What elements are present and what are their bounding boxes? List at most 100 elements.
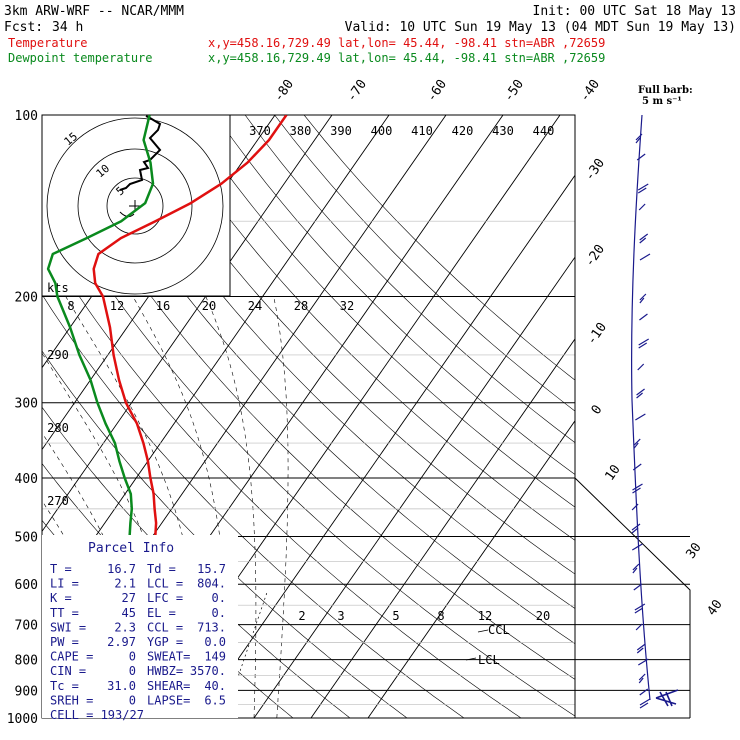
wind-barb [637, 363, 645, 371]
isotherm-label: -10 [584, 320, 610, 348]
isotherm-label: 10 [602, 462, 623, 483]
mixing-ratio-label: 2 [298, 609, 305, 623]
parcel-value: 0. [212, 606, 226, 620]
hodograph-ring [46, 117, 224, 295]
parcel-key: SWEAT= [147, 650, 190, 664]
wind-barb [636, 647, 644, 654]
parcel-value: 804. [197, 577, 226, 591]
mixing-ratio-label: 8 [437, 609, 444, 623]
wind-barb [634, 607, 644, 614]
plot-frame [41, 114, 576, 719]
wind-barb [639, 297, 645, 304]
wind-barb [632, 563, 640, 571]
isotherm-line [367, 420, 575, 718]
wind-barb [636, 392, 643, 399]
theta-left-label: 290 [47, 348, 69, 362]
parcel-value: 0 [129, 650, 136, 664]
moist-adiabat-line [205, 296, 257, 718]
isotherm-label: -40 [577, 77, 603, 105]
wind-barb [631, 543, 643, 551]
wind-barb [636, 388, 645, 396]
wind-barb [635, 137, 641, 144]
parcel-value: 0.0 [204, 635, 226, 649]
parcel-key: LAPSE= [147, 693, 190, 707]
parcel-key: Td = [147, 562, 176, 576]
isotherm-label: -60 [424, 77, 450, 105]
speed-axis-label: 12 [110, 299, 124, 313]
pressure-label: 1000 [7, 712, 38, 727]
wind-barb [635, 623, 643, 631]
wind-barb [632, 567, 638, 574]
pressure-label: 700 [15, 619, 38, 634]
parcel-value: 0 [129, 664, 136, 678]
wind-barb [637, 187, 647, 194]
frame-extension [574, 477, 691, 718]
parcel-value: 31.0 [107, 679, 136, 693]
pressure-label: 900 [15, 684, 38, 699]
isotherm-line [196, 174, 575, 718]
model-title: 3km ARW-WRF -- NCAR/MMM [4, 4, 184, 19]
forecast-label: Fcst: [4, 20, 43, 35]
temperature-location: x,y=458.16,729.49 lat,lon= 45.44, -98.41… [208, 36, 605, 50]
dewpoint-location: x,y=458.16,729.49 lat,lon= 45.44, -98.41… [208, 51, 605, 65]
speed-axis-label: 20 [202, 299, 216, 313]
hodograph-ring [77, 148, 193, 264]
parcel-key: T = [50, 562, 72, 576]
wind-barb [638, 673, 646, 681]
temperature-legend: Temperature [8, 36, 87, 50]
parcel-value: 149 [204, 650, 226, 664]
parcel-key: PW = [50, 635, 79, 649]
pressure-label: 200 [15, 291, 38, 306]
moist-adiabat-line [273, 296, 289, 718]
speed-axis-label: 16 [156, 299, 170, 313]
isotherm-line [310, 338, 575, 718]
wind-barb [632, 463, 642, 471]
dry-adiabat-line [303, 115, 575, 381]
dry-adiabat-line [215, 115, 575, 475]
parcel-value: 16.7 [107, 562, 136, 576]
wind-barb [639, 253, 651, 261]
theta-label: 410 [411, 124, 433, 138]
parcel-value: 6.5 [204, 693, 226, 707]
theta-label: 370 [249, 124, 271, 138]
parcel-value: 713. [197, 620, 226, 634]
ccl-pointer [477, 629, 489, 633]
parcel-key: LI = [50, 577, 79, 591]
wind-barb [633, 583, 643, 591]
wind-barb [638, 203, 646, 211]
wind-barb [631, 503, 639, 511]
init-time: Init: 00 UTC Sat 18 May 13 [533, 4, 737, 19]
parcel-value: 2.1 [114, 577, 136, 591]
mixing-ratio-label: 5 [392, 609, 399, 623]
parcel-key: CIN = [50, 664, 86, 678]
pressure-label: 300 [15, 397, 38, 412]
theta-left-label: 280 [47, 421, 69, 435]
parcel-key: CAPE = [50, 650, 93, 664]
isotherm-label: 40 [704, 597, 725, 618]
isotherm-label: 30 [683, 540, 704, 561]
wind-barb [639, 702, 649, 709]
isotherm-label: -50 [501, 77, 527, 105]
lcl-label: LCL [478, 653, 500, 667]
theta-left-label: 270 [47, 494, 69, 508]
wind-barb [638, 677, 644, 684]
isotherm-label: -20 [582, 242, 608, 270]
parcel-value: 2.3 [114, 620, 136, 634]
pressure-label: 500 [15, 530, 38, 545]
wind-barb [635, 413, 646, 421]
wind-barb [639, 237, 647, 244]
dewpoint-legend: Dewpoint temperature [8, 51, 153, 65]
full-barb-value: 5 m s⁻¹ [642, 96, 682, 107]
wind-barb [638, 342, 648, 349]
parcel-key: LCL = [147, 577, 183, 591]
isotherm-line [42, 115, 333, 533]
wind-barb [639, 313, 648, 321]
theta-label: 430 [492, 124, 514, 138]
wind-barb-staff [631, 114, 651, 701]
hodograph-ring [106, 177, 164, 235]
full-barb-label: Full barb: [638, 85, 693, 96]
moist-adiabat-line [132, 296, 232, 718]
